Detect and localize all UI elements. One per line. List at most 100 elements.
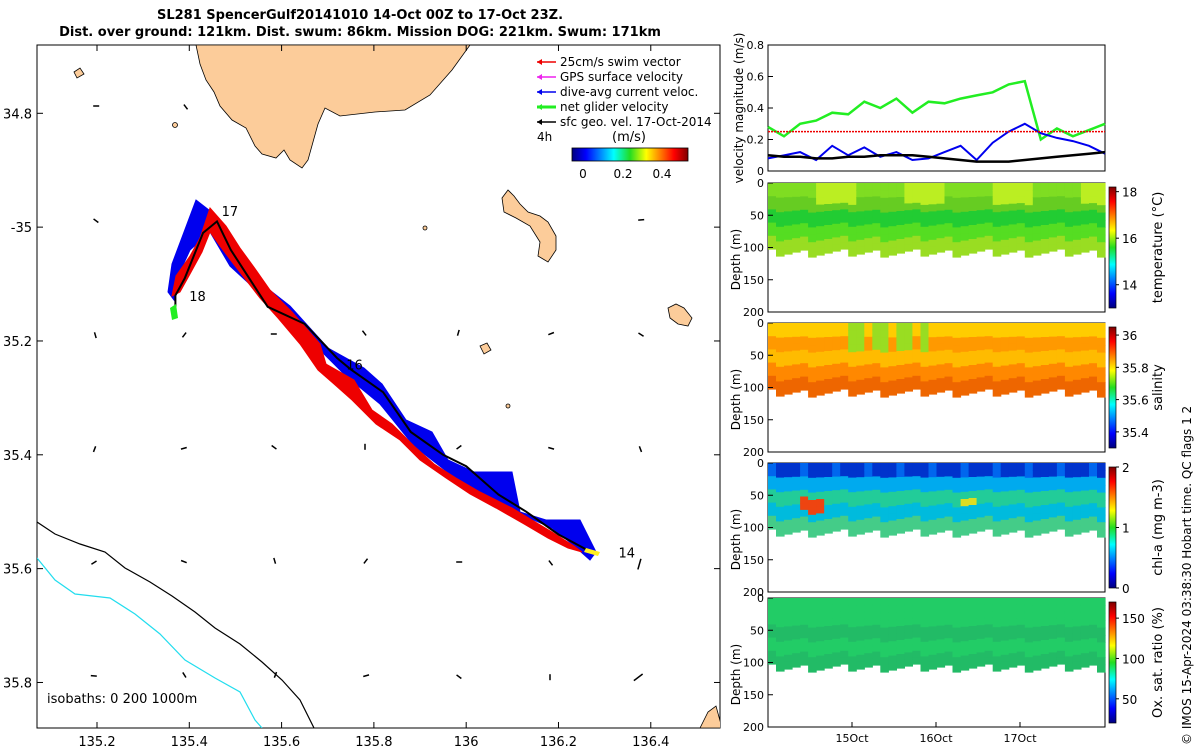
- chla-cell: [1032, 484, 1042, 493]
- chla-cell: [792, 497, 801, 505]
- temperature-cell: [808, 205, 817, 214]
- salinity-cell: [928, 379, 938, 388]
- chla-cell: [968, 505, 978, 513]
- temperature-cell: [1097, 212, 1106, 221]
- temperature-cell: [848, 190, 857, 199]
- chla-cell: [880, 500, 889, 508]
- chla-cell: [1008, 518, 1018, 526]
- salinity-cell: [800, 369, 809, 378]
- oxygen-cell: [1000, 598, 1010, 606]
- temperature-cell: [1016, 189, 1026, 197]
- salinity-cell: [928, 344, 938, 352]
- chla-cell: [816, 499, 825, 507]
- chla-cell: [1048, 524, 1058, 532]
- salinity-cell: [808, 374, 817, 383]
- oxygen-cell: [1072, 647, 1082, 656]
- oxygen-cell: [976, 645, 986, 653]
- chla-cell: [776, 470, 785, 479]
- oxygen-cell: [880, 649, 889, 658]
- salinity-cell: [904, 377, 913, 385]
- salinity-cell: [824, 344, 833, 352]
- temperature-cell: [1064, 204, 1074, 213]
- oxygen-cell: [952, 612, 962, 621]
- salinity-cell: [784, 344, 793, 352]
- temperature-cell: [856, 239, 865, 248]
- oxygen-cell: [768, 611, 777, 619]
- chla-cell: [792, 490, 801, 499]
- salinity-cell: [976, 370, 986, 378]
- temperature-cell: [1048, 230, 1058, 238]
- oxygen-cell: [904, 645, 913, 653]
- temperature-cell: [928, 232, 938, 241]
- isobath-label: isobaths: 0 200 1000m: [47, 692, 197, 707]
- salinity-cell: [912, 336, 921, 344]
- chla-cell: [888, 527, 897, 536]
- legend-arrowhead: [537, 59, 542, 65]
- oxygen-cell: [1008, 646, 1018, 654]
- temperature-cell: [1064, 190, 1074, 199]
- salinity-cell: [768, 323, 777, 331]
- salinity-cell: [936, 357, 946, 365]
- oxygen-cell: [792, 639, 801, 647]
- salinity-cell: [888, 337, 897, 346]
- temperature-cell: [928, 218, 938, 227]
- oxygen-cell: [968, 598, 978, 606]
- chla-cell: [872, 523, 881, 531]
- oxygen-cell: [1024, 642, 1034, 651]
- oxygen-cell: [1064, 649, 1074, 657]
- chla-cell: [944, 469, 954, 477]
- chla-cell: [848, 470, 857, 479]
- temperature-cell: [776, 212, 785, 221]
- oxygen-cell: [776, 598, 785, 606]
- chla-cell: [1080, 511, 1090, 519]
- chla-cell: [912, 496, 921, 504]
- salinity-cell: [792, 364, 801, 372]
- temperature-cell: [968, 183, 978, 191]
- oxygen-cell: [880, 627, 889, 636]
- day-label: 17: [222, 205, 239, 220]
- temperature-cell: [1032, 197, 1042, 206]
- salinity-cell: [1016, 323, 1026, 331]
- oxygen-cell: [976, 604, 986, 613]
- legend-arrowhead: [537, 74, 542, 80]
- salinity-cell: [912, 382, 921, 390]
- salinity-cell: [784, 330, 793, 338]
- temperature-cell: [1040, 246, 1050, 254]
- legend-period: 4h: [537, 130, 552, 144]
- oxygen-cell: [904, 598, 913, 606]
- oxygen-cell: [992, 612, 1002, 621]
- oxygen-cell: [992, 634, 1002, 643]
- temperature-cell: [888, 240, 897, 249]
- salinity-cell: [1000, 386, 1010, 395]
- oxygen-cell: [1040, 598, 1050, 606]
- temperature-cell: [808, 197, 817, 206]
- temperature-cell: [864, 217, 873, 225]
- oxygen-cell: [984, 617, 994, 625]
- temperature-cell: [840, 242, 849, 250]
- chla-cell: [880, 507, 889, 516]
- salinity-cell: [968, 365, 978, 373]
- oxygen-cell: [792, 646, 801, 654]
- temperature-cell: [784, 211, 793, 220]
- temperature-cell: [928, 197, 938, 205]
- salinity-cell: [840, 356, 849, 364]
- chla-cell: [1048, 510, 1058, 518]
- chla-cell: [1048, 497, 1058, 505]
- salinity-cell: [808, 382, 817, 391]
- chla-cell: [856, 498, 865, 507]
- oxygen-cell: [872, 631, 881, 639]
- salinity-cell: [1089, 376, 1098, 384]
- oxygen-cell: [888, 605, 897, 613]
- oxygen-cell: [1097, 657, 1106, 666]
- chla-cell: [824, 477, 833, 485]
- salinity-cell: [840, 349, 849, 357]
- oxygen-cell: [840, 617, 849, 625]
- salinity-cell: [944, 323, 954, 331]
- oxygen-cell: [776, 619, 785, 628]
- oxygen-cell: [832, 611, 841, 619]
- oxygen-cell: [1048, 598, 1058, 606]
- chla-cell: [1097, 529, 1106, 538]
- temperature-cell: [840, 196, 849, 204]
- chla-cell: [952, 529, 962, 538]
- land-islet-6: [505, 403, 511, 409]
